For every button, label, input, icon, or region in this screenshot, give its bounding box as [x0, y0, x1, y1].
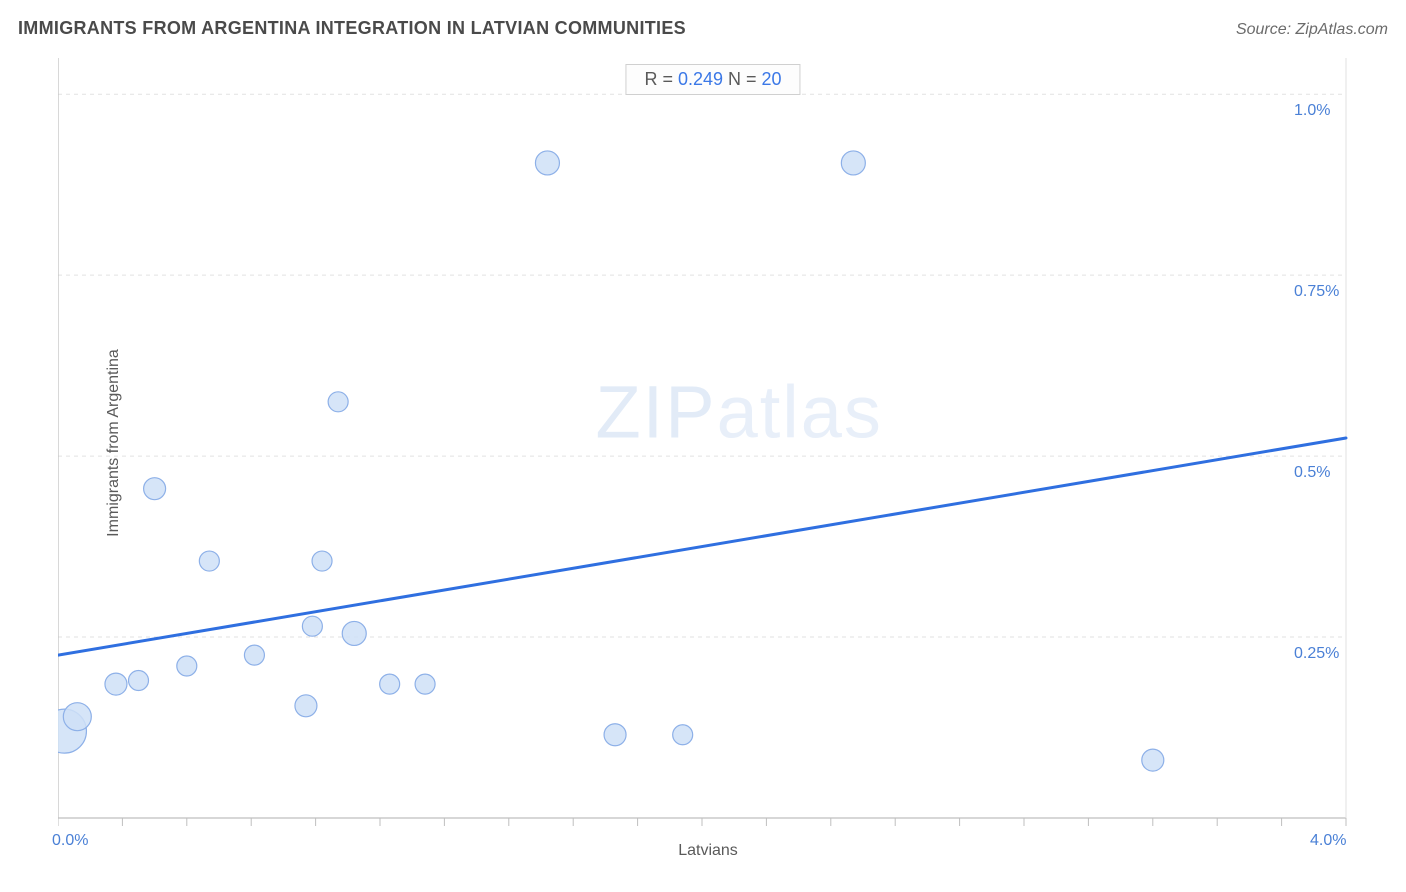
x-axis-max-tick: 4.0% — [1310, 832, 1346, 850]
chart-area: Immigrants from Argentina ZIPatlas R = 0… — [48, 58, 1368, 828]
stats-box: R = 0.249 N = 20 — [625, 64, 800, 95]
source-attribution: Source: ZipAtlas.com — [1236, 21, 1388, 39]
source-name: ZipAtlas.com — [1296, 21, 1388, 38]
y-axis-tick: 0.25% — [1294, 645, 1339, 663]
y-axis-tick: 0.5% — [1294, 464, 1330, 482]
scatter-chart-svg — [58, 58, 1368, 828]
n-value: 20 — [762, 69, 782, 89]
chart-title: IMMIGRANTS FROM ARGENTINA INTEGRATION IN… — [18, 18, 686, 39]
n-label: N = — [723, 69, 762, 89]
y-axis-tick: 0.75% — [1294, 283, 1339, 301]
x-axis-label: Latvians — [678, 842, 738, 860]
x-axis-min-tick: 0.0% — [52, 832, 88, 850]
y-axis-tick: 1.0% — [1294, 102, 1330, 120]
r-value: 0.249 — [678, 69, 723, 89]
source-prefix: Source: — [1236, 21, 1296, 38]
plot-region: ZIPatlas R = 0.249 N = 20 0.0% 4.0% 0.25… — [58, 58, 1368, 828]
r-label: R = — [644, 69, 678, 89]
